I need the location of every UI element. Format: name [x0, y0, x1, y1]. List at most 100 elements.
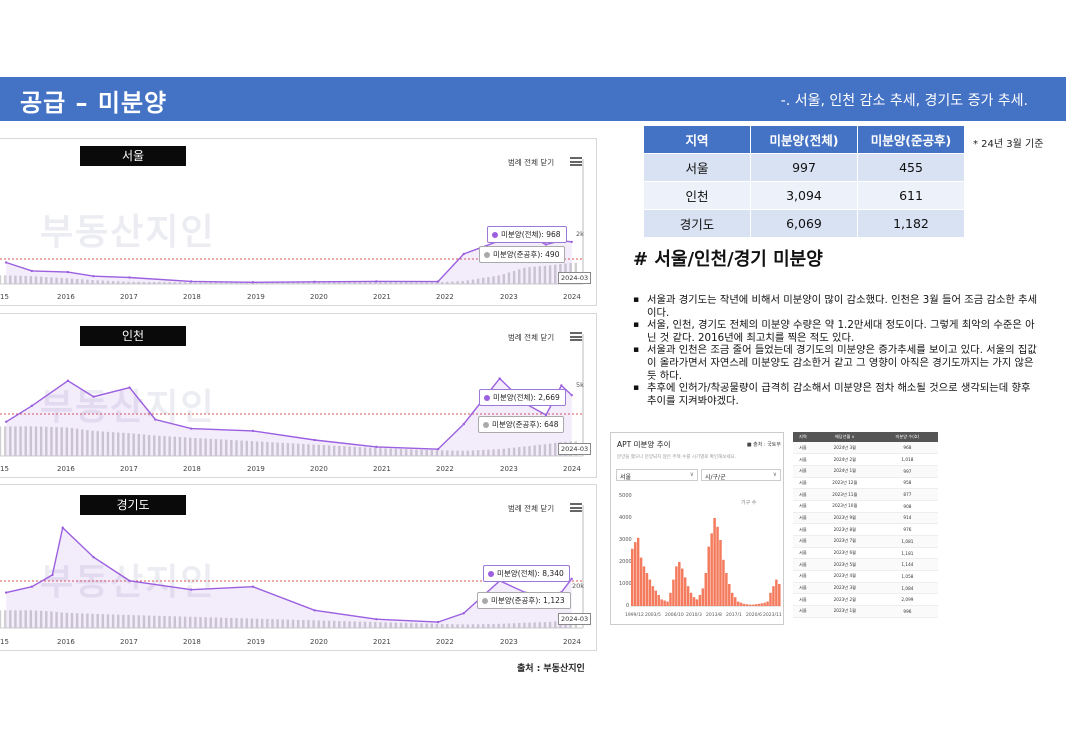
- menu-icon[interactable]: [570, 157, 582, 166]
- cell: 1,058: [876, 570, 938, 583]
- total-point: [560, 384, 563, 387]
- completed-bar: [446, 624, 449, 628]
- apt-bar: [745, 604, 749, 606]
- legend-toggle-button[interactable]: 범례 전체 닫기: [508, 333, 555, 342]
- completed-bar: [19, 426, 22, 456]
- completed-bar: [153, 615, 156, 628]
- cell: 서울: [793, 500, 813, 513]
- completed-bar: [456, 450, 459, 456]
- total-point: [30, 404, 34, 408]
- completed-bar: [111, 614, 115, 628]
- apt-widget-source: ■ 출처 : 국토부: [746, 442, 781, 448]
- completed-bar: [65, 427, 69, 456]
- completed-bar: [96, 280, 99, 284]
- completed-bar: [420, 623, 423, 628]
- completed-bar: [379, 448, 382, 456]
- apt-bar: [713, 518, 716, 606]
- apt-x-tick: 1999/12: [625, 613, 644, 618]
- cell: 914: [876, 512, 938, 525]
- apt-x-tick: 2010/3: [686, 613, 702, 618]
- panel-tag-seoul: 서울: [80, 146, 186, 166]
- completed-bar: [240, 618, 243, 628]
- cell: 서울: [793, 535, 813, 548]
- legend-toggle-button[interactable]: 범례 전체 닫기: [508, 158, 555, 167]
- completed-bar: [415, 623, 418, 628]
- cell: 1,182: [857, 209, 965, 238]
- monthly-unsold-table: 지역 해당년월 ∨ 미분양 수(호) 서울 2024년 3월 968 서울 2024년 …: [793, 432, 938, 618]
- table-row: 서울 2023년 7월 1,081: [793, 535, 938, 548]
- completed-bar: [410, 282, 413, 284]
- completed-bar: [456, 281, 459, 284]
- col-header-total: 미분양(전체): [750, 125, 858, 154]
- completed-bar: [446, 281, 449, 284]
- completed-bar: [178, 282, 182, 284]
- apt-y-tick: 3000: [619, 537, 632, 543]
- menu-icon[interactable]: [570, 503, 582, 512]
- x-tick-label: 2017: [120, 638, 138, 646]
- completed-bar: [60, 612, 63, 628]
- cell: 996: [876, 605, 938, 618]
- completed-bar: [189, 282, 192, 284]
- apt-bar: [639, 557, 643, 606]
- completed-bar: [183, 437, 187, 456]
- apt-bar: [681, 568, 684, 606]
- completed-bar: [194, 282, 197, 284]
- completed-bar: [86, 430, 89, 456]
- x-tick-label: 2018: [183, 293, 201, 301]
- x-tick-label: 2016: [57, 465, 75, 473]
- completed-bar: [19, 275, 22, 284]
- x-tick-label: 2022: [436, 293, 454, 301]
- completed-bar: [204, 282, 207, 284]
- legend-toggle-button[interactable]: 범례 전체 닫기: [508, 504, 555, 513]
- completed-bar: [189, 437, 192, 456]
- apt-bar: [739, 602, 743, 606]
- completed-bar: [209, 282, 212, 284]
- completed-bar: [451, 450, 454, 456]
- cell: 서울: [793, 593, 813, 607]
- completed-bar: [389, 281, 392, 284]
- callout-total-text: 미분양(전체): 2,669: [493, 393, 560, 402]
- cell: 서울: [793, 582, 813, 595]
- completed-bar: [266, 618, 269, 628]
- cell: 455: [857, 153, 965, 182]
- total-point: [51, 573, 54, 577]
- completed-bar: [199, 438, 202, 456]
- total-point: [570, 577, 573, 580]
- apt-bar: [657, 595, 660, 606]
- x-tick-label: 2016: [57, 638, 75, 646]
- apt-y-tick: 5000: [619, 493, 632, 499]
- district-select[interactable]: 시/구/군 ∨: [701, 469, 781, 481]
- completed-bar: [358, 281, 362, 284]
- callout-completed-text: 미분양(준공후): 1,123: [491, 596, 565, 605]
- cell: 2024년 3월: [812, 442, 877, 455]
- x-tick-label: 2018: [183, 638, 201, 646]
- completed-bar: [338, 282, 341, 284]
- completed-bar: [343, 621, 346, 628]
- completed-bar: [353, 446, 356, 456]
- completed-bar: [399, 448, 403, 456]
- apt-bar: [710, 533, 713, 606]
- cell: 2023년 4월: [812, 570, 877, 583]
- total-point: [4, 591, 8, 594]
- completed-bar: [374, 281, 377, 284]
- completed-bar: [492, 623, 495, 628]
- completed-bar: [0, 610, 2, 628]
- page-title: 공급 – 미분양: [20, 89, 168, 117]
- menu-icon[interactable]: [570, 332, 582, 341]
- cell: 서울: [793, 570, 813, 583]
- completed-bar: [209, 617, 212, 628]
- completed-bar: [14, 610, 17, 628]
- watermark: 부동산지인: [40, 212, 216, 253]
- completed-bar: [250, 282, 254, 284]
- unsold-table: 지역 미분양(전체) 미분양(준공후) 서울 997 455 인천 3,094 …: [643, 125, 965, 238]
- col-header-sortable[interactable]: 해당년월 ∨: [812, 432, 877, 442]
- completed-bar: [374, 447, 377, 456]
- completed-bar: [327, 620, 331, 628]
- completed-bar: [178, 616, 182, 628]
- callout-completed: 미분양(준공후): 648: [478, 416, 565, 433]
- total-point: [498, 377, 501, 380]
- watermark: 부동산지인: [40, 378, 216, 430]
- completed-bar: [147, 615, 151, 628]
- completed-bar: [507, 448, 511, 456]
- region-select[interactable]: 서울 ∨: [616, 469, 698, 481]
